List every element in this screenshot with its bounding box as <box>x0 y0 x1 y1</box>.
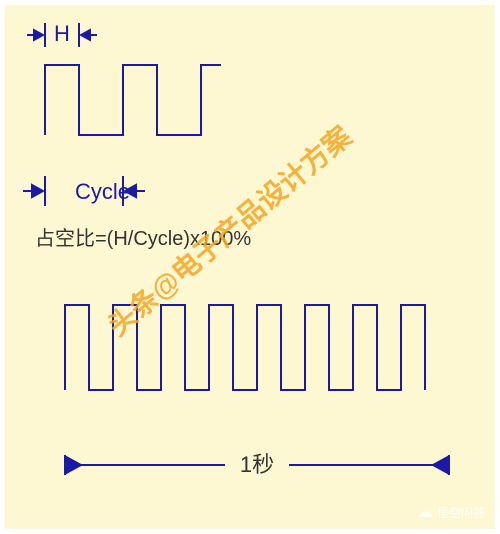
svg-text:1秒: 1秒 <box>240 452 274 477</box>
svg-text:占空比=(H/Cycle)x100%: 占空比=(H/Cycle)x100% <box>35 227 251 250</box>
platform-logo: ☁ 悟空问答 <box>417 504 485 521</box>
svg-text:Cycle: Cycle <box>75 179 130 204</box>
cloud-icon: ☁ <box>417 505 433 521</box>
diagram-canvas: HCycle占空比=(H/Cycle)x100%1秒 头条@电子产品设计方案 ☁… <box>0 0 500 534</box>
svg-text:H: H <box>54 21 70 46</box>
platform-name: 悟空问答 <box>437 504 485 521</box>
diagram-svg: H Cycle 占空比=(H/Cycle)x100% 1秒 <box>5 5 495 529</box>
